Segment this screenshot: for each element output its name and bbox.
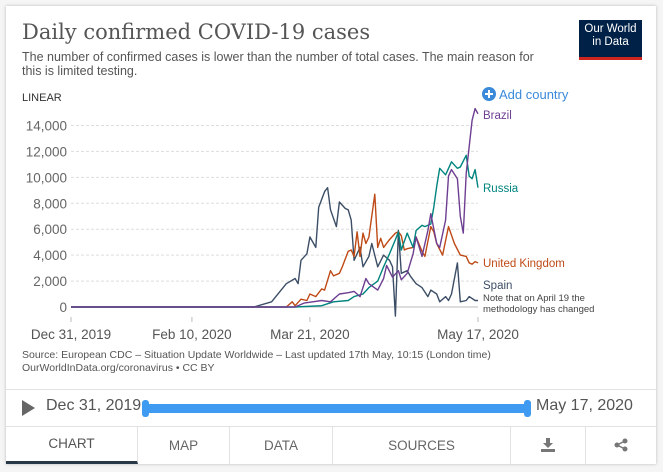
timeline-end-date: May 17, 2020: [536, 397, 633, 414]
y-tick-label: 6,000: [33, 222, 67, 237]
divider: [6, 426, 656, 427]
tab-sources[interactable]: SOURCES: [333, 426, 511, 464]
tab-chart[interactable]: CHART: [6, 426, 138, 464]
owid-logo[interactable]: Our World in Data: [579, 20, 642, 60]
plus-icon: [485, 90, 493, 98]
annotation-note: methodology has changed: [483, 304, 594, 315]
y-tick-label: 14,000: [26, 119, 67, 134]
divider: [6, 389, 656, 390]
add-country-label: Add country: [499, 87, 569, 102]
timeline-start-date: Dec 31, 2019: [46, 397, 142, 414]
share-button[interactable]: [586, 426, 656, 464]
line-chart: LINEAR Add country 0 2,000 4,000 6,000 8,000…: [22, 87, 594, 342]
timeline-track[interactable]: [145, 404, 528, 413]
y-tick-label: 4,000: [33, 248, 67, 263]
x-tick-label: Dec 31, 2019: [31, 327, 111, 342]
source-url[interactable]: OurWorldInData.org/coronavirus • CC BY: [22, 362, 215, 374]
x-tick-label: May 17, 2020: [437, 327, 519, 342]
tab-data[interactable]: DATA: [230, 426, 333, 464]
x-tick-label: Feb 10, 2020: [152, 327, 232, 342]
x-tick-label: Mar 21, 2020: [270, 327, 350, 342]
timeline: Dec 31, 2019 May 17, 2020: [6, 389, 656, 425]
source-text: Source: European CDC – Situation Update …: [22, 349, 491, 361]
add-country-button[interactable]: Add country: [482, 87, 569, 102]
series-line-united-kingdom[interactable]: [71, 193, 479, 308]
annotation-note: Note that on April 19 the: [483, 293, 585, 304]
tab-bar: CHART MAP DATA SOURCES: [6, 426, 656, 464]
chart-card: Daily confirmed COVID-19 cases The numbe…: [6, 6, 656, 464]
logo-line2: in Data: [592, 36, 629, 48]
chart-footer: Source: European CDC – Situation Update …: [22, 349, 491, 375]
y-tick-label: 0: [59, 300, 67, 315]
timeline-end-handle[interactable]: [524, 400, 531, 417]
logo-line1: Our World: [584, 23, 637, 35]
series-label[interactable]: Spain: [483, 280, 512, 292]
chart-title: Daily confirmed COVID-19 cases: [22, 20, 371, 44]
y-tick-label: 10,000: [26, 170, 67, 185]
chart-subtitle: The number of confirmed cases is lower t…: [22, 50, 534, 78]
series-line-spain[interactable]: [71, 187, 478, 317]
y-tick-label: 8,000: [33, 196, 67, 211]
series-label[interactable]: Russia: [483, 183, 519, 195]
series-label[interactable]: Brazil: [483, 110, 512, 122]
play-icon[interactable]: [22, 400, 35, 416]
series-label[interactable]: United Kingdom: [483, 258, 565, 270]
download-button[interactable]: [511, 426, 586, 464]
timeline-start-handle[interactable]: [142, 400, 149, 417]
download-icon: [541, 438, 555, 452]
y-tick-label: 2,000: [33, 274, 67, 289]
y-tick-label: 12,000: [26, 144, 67, 159]
share-icon: [614, 438, 628, 452]
series-line-brazil[interactable]: [71, 107, 479, 308]
tab-map[interactable]: MAP: [138, 426, 230, 464]
series-line-russia[interactable]: [71, 154, 479, 308]
scale-toggle[interactable]: LINEAR: [22, 92, 62, 104]
